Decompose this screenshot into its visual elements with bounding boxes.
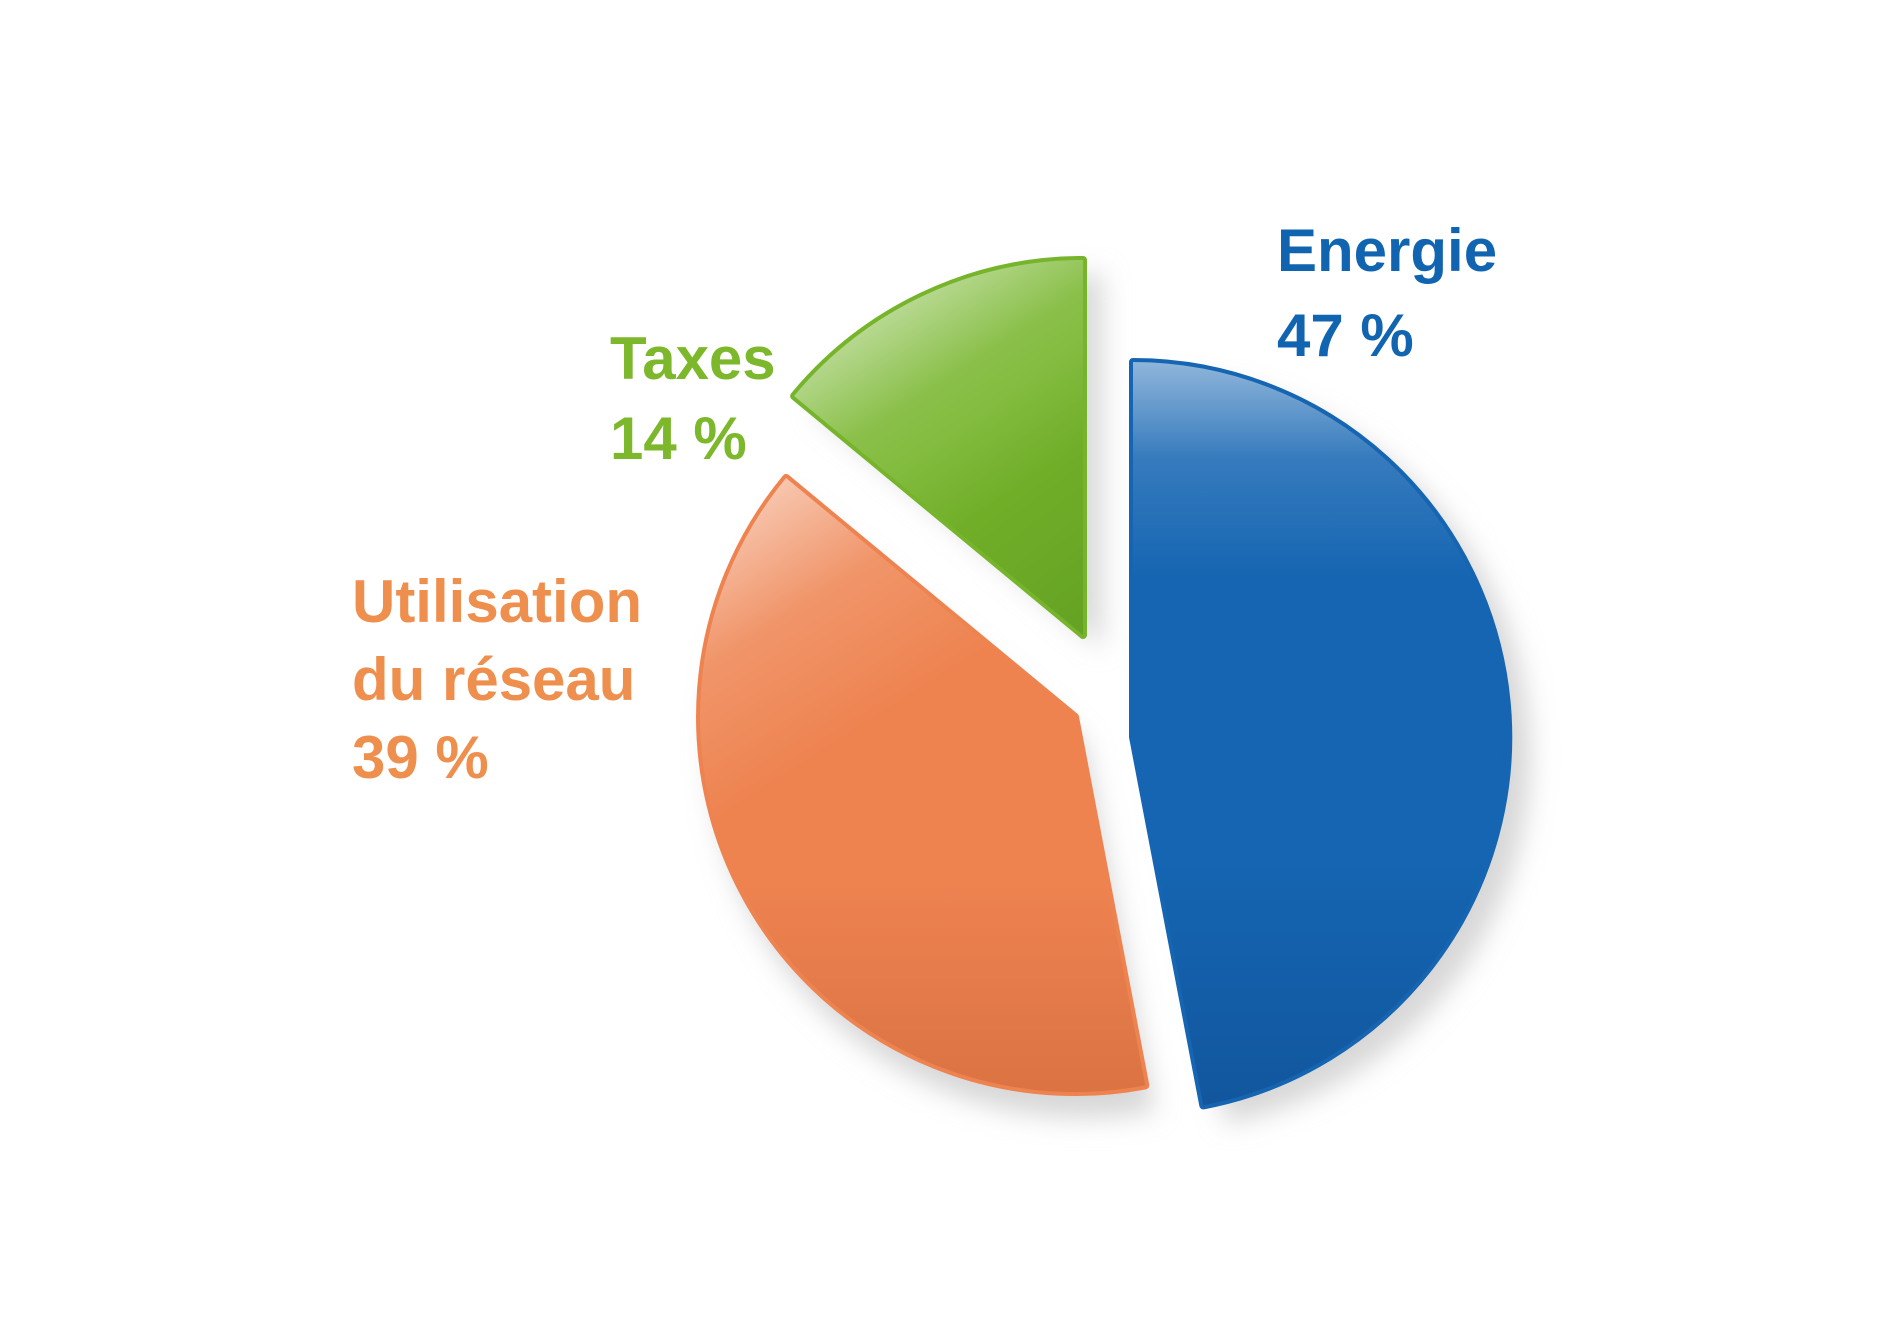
pie-slice-taxes xyxy=(790,256,1087,639)
slice-reseau-gloss xyxy=(700,478,1146,1093)
label-energie-value: 47 % xyxy=(1277,302,1414,369)
label-reseau-value: 39 % xyxy=(352,724,489,791)
label-energie: Energie 47 % xyxy=(1277,208,1497,378)
label-reseau-name-line1: Utilisation xyxy=(352,568,643,635)
pie-slice-energie xyxy=(1129,358,1513,1110)
label-energie-name: Energie xyxy=(1277,217,1498,284)
slice-taxes-gloss xyxy=(794,260,1083,635)
label-taxes-value: 14 % xyxy=(610,405,747,472)
label-reseau-name-line2: du réseau xyxy=(352,646,636,713)
label-taxes-name: Taxes xyxy=(610,325,776,392)
slice-energie-gloss xyxy=(1133,361,1509,1106)
label-reseau: Utilisation du réseau 39 % xyxy=(352,563,642,797)
pie-slice-reseau xyxy=(696,474,1150,1096)
label-taxes: Taxes 14 % xyxy=(610,319,776,479)
